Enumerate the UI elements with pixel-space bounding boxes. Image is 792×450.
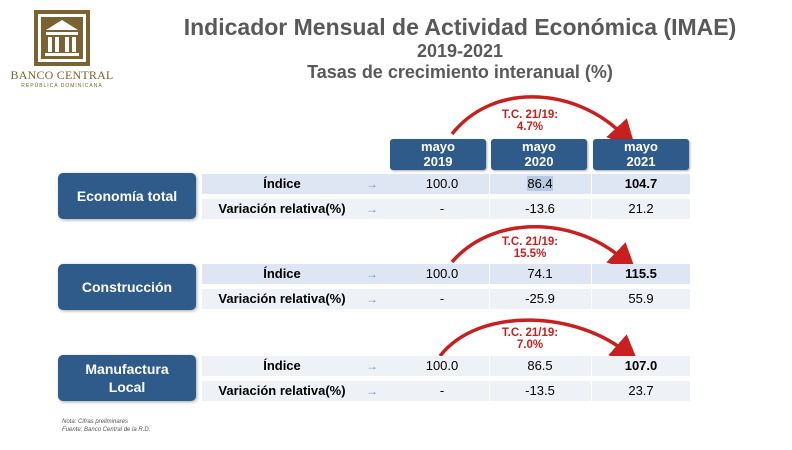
arrow-right-icon: → — [366, 384, 378, 398]
cell-var-2019: - — [439, 201, 445, 216]
row-label-indice: Índice — [263, 358, 301, 373]
table-row: Índice → 100.0 86.5 107.0 — [202, 356, 690, 376]
cell-var-2020: -13.6 — [525, 201, 555, 216]
cell-index-2019: 100.0 — [425, 266, 459, 281]
table-row: Variación relativa(%) → - -13.6 21.2 — [202, 199, 690, 219]
cell-index-2021: 115.5 — [625, 266, 657, 281]
row-label-variacion: Variación relativa(%) — [218, 201, 346, 216]
section-economia-total: Economía total — [58, 173, 196, 219]
building-columns-icon — [34, 10, 90, 66]
tc-arrow-economia — [450, 95, 636, 149]
column-header-2020: mayo 2020 — [491, 139, 587, 170]
cell-index-2021: 104.7 — [624, 176, 658, 191]
row-label-indice: Índice — [263, 266, 301, 281]
logo-name: BANCO CENTRAL — [10, 68, 114, 82]
subtitle: Tasas de crecimiento interanual (%) — [307, 62, 613, 82]
row-label-indice: Índice — [263, 176, 301, 191]
arrow-right-icon: → — [366, 359, 378, 373]
bank-logo: BANCO CENTRAL REPÚBLICA DOMINICANA — [6, 10, 118, 92]
table-row: Variación relativa(%) → - -13.5 23.7 — [202, 381, 690, 401]
page-title: Indicador Mensual de Actividad Económica… — [183, 14, 737, 40]
cell-var-2019: - — [439, 291, 445, 306]
section-manufactura-local: Manufactura Local — [58, 355, 196, 401]
tc-arrow-construccion — [450, 225, 637, 272]
tc-label-construccion: T.C. 21/19: 15.5% — [501, 236, 559, 260]
period-title: 2019-2021 — [416, 41, 504, 61]
column-header-2021: mayo 2021 — [593, 139, 689, 170]
tc-arrow-manufactura — [438, 318, 639, 364]
cell-var-2020: -13.5 — [525, 383, 555, 398]
table-row: Índice → 100.0 86.4 104.7 — [202, 174, 690, 194]
cell-index-2019: 100.0 — [425, 176, 459, 191]
tc-label-manufactura: T.C. 21/19: 7.0% — [501, 327, 559, 351]
cell-index-2019: 100.0 — [425, 358, 459, 373]
cell-index-2020: 86.5 — [527, 358, 553, 373]
footnote: Nota: Cifras preliminares Fuente: Banco … — [62, 419, 151, 433]
table-row: Índice → 100.0 74.1 115.5 — [202, 264, 690, 284]
cell-var-2021: 21.2 — [628, 201, 654, 216]
arrow-right-icon: → — [366, 202, 378, 216]
cell-index-2020: 86.4 — [527, 176, 553, 191]
logo-subtitle: REPÚBLICA DOMINICANA — [21, 83, 103, 89]
arrow-right-icon: → — [366, 177, 378, 191]
column-header-2019: mayo 2019 — [390, 139, 486, 170]
arrow-right-icon: → — [366, 292, 378, 306]
cell-index-2021: 107.0 — [624, 358, 658, 373]
row-label-variacion: Variación relativa(%) — [218, 291, 346, 306]
section-construccion: Construcción — [58, 264, 196, 310]
cell-var-2021: 55.9 — [628, 291, 654, 306]
cell-index-2020: 74.1 — [527, 266, 553, 281]
cell-var-2019: - — [439, 383, 445, 398]
row-label-variacion: Variación relativa(%) — [218, 383, 346, 398]
cell-var-2021: 23.7 — [628, 383, 654, 398]
table-row: Variación relativa(%) → - -25.9 55.9 — [202, 289, 690, 309]
cell-var-2020: -25.9 — [525, 291, 555, 306]
arrow-right-icon: → — [366, 267, 378, 281]
tc-label-economia: T.C. 21/19: 4.7% — [501, 109, 559, 133]
